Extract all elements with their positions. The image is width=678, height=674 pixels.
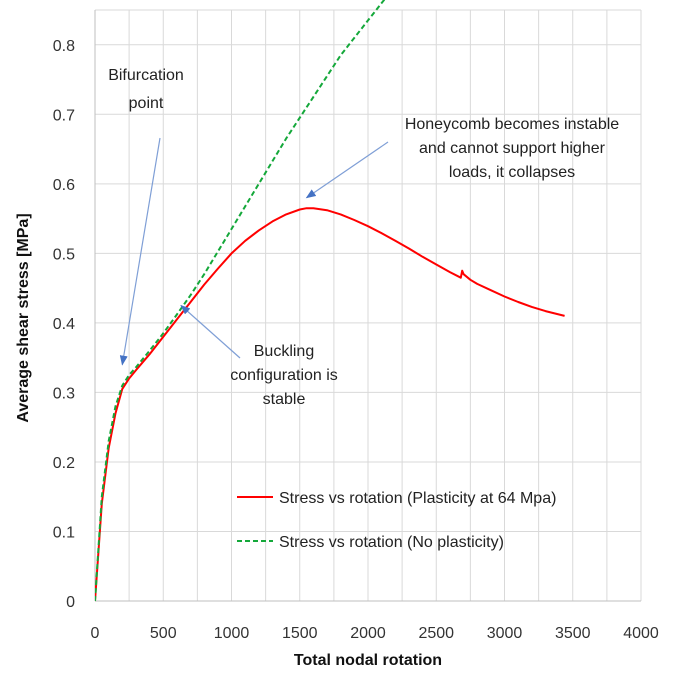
- annotation-text-buckling: Buckling: [254, 343, 314, 360]
- y-tick-label: 0.3: [53, 385, 75, 402]
- annotation-text-instable: and cannot support higher: [419, 140, 606, 157]
- axes: 0 0.1 0.2 0.3 0.4 0.5 0.6 0.7 0.8 0 500 1000 1500 200…: [53, 10, 659, 642]
- x-tick-label: 3500: [555, 625, 591, 642]
- series-group: [95, 0, 565, 602]
- y-tick-label: 0.5: [53, 246, 75, 263]
- x-tick-label: 2500: [418, 625, 454, 642]
- grid: [94, 9, 642, 602]
- x-tick-label: 500: [150, 625, 177, 642]
- annotation-text-instable: loads, it collapses: [449, 164, 575, 181]
- annotation-arrow-instable: [305, 141, 389, 199]
- y-axis-title: Average shear stress [MPa]: [15, 213, 32, 422]
- y-tick-label: 0: [66, 594, 75, 611]
- legend-label: Stress vs rotation (Plasticity at 64 Mpa…: [279, 490, 556, 507]
- y-tick-label: 0.1: [53, 524, 75, 541]
- annotation-text-buckling: stable: [263, 391, 306, 408]
- y-tick-label: 0.6: [53, 177, 75, 194]
- legend-label: Stress vs rotation (No plasticity): [279, 534, 504, 551]
- y-tick-label: 0.2: [53, 455, 75, 472]
- y-tick-label: 0.4: [53, 316, 75, 333]
- x-tick-label: 3000: [487, 625, 523, 642]
- annotation-arrow-buckling: [180, 304, 241, 359]
- series-line-plasticity: [95, 207, 565, 602]
- series-line-no-plasticity: [95, 0, 386, 602]
- annotation-text-buckling: configuration is: [230, 367, 338, 384]
- x-tick-label: 1000: [214, 625, 250, 642]
- x-tick-label: 1500: [282, 625, 318, 642]
- x-axis-title: Total nodal rotation: [294, 652, 442, 669]
- annotation-text-instable: Honeycomb becomes instable: [405, 116, 619, 133]
- annotations: Bifurcation point Honeycomb becomes instab…: [108, 67, 619, 408]
- y-tick-label: 0.8: [53, 38, 75, 55]
- annotation-text-bifurcation: Bifurcation: [108, 67, 184, 84]
- x-tick-label: 2000: [350, 625, 386, 642]
- x-tick-label: 0: [91, 625, 100, 642]
- legend: Stress vs rotation (Plasticity at 64 Mpa…: [237, 490, 556, 551]
- y-tick-label: 0.7: [53, 107, 75, 124]
- annotation-arrow-bifurcation: [119, 137, 161, 366]
- x-tick-label: 4000: [623, 625, 659, 642]
- annotation-text-bifurcation: point: [129, 95, 164, 112]
